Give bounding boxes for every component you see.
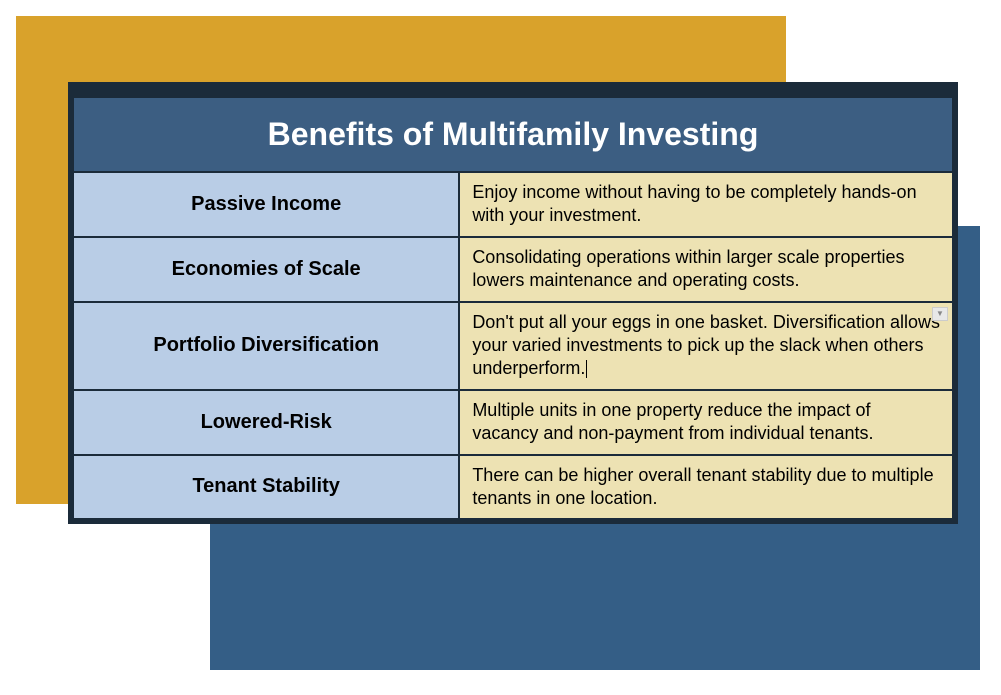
benefit-label: Portfolio Diversification — [153, 334, 379, 357]
table-title-row: Benefits of Multifamily Investing — [72, 96, 954, 171]
table-row: Tenant Stability There can be higher over… — [72, 454, 954, 521]
benefits-table: Benefits of Multifamily Investing Passiv… — [72, 86, 954, 520]
benefit-label-cell: Passive Income — [74, 173, 460, 236]
table-row: Passive Income Enjoy income without havin… — [72, 171, 954, 236]
table-title: Benefits of Multifamily Investing — [84, 116, 942, 153]
benefit-description-cell: Multiple units in one property reduce th… — [460, 391, 952, 454]
benefit-description-cell: Consolidating operations within larger s… — [460, 238, 952, 301]
table-top-bar — [72, 86, 954, 96]
benefit-label: Economies of Scale — [172, 258, 361, 281]
benefits-table-container: Benefits of Multifamily Investing Passiv… — [68, 82, 958, 524]
benefit-label: Tenant Stability — [192, 475, 339, 498]
benefit-description-cell[interactable]: Don't put all your eggs in one basket. D… — [460, 303, 952, 389]
benefit-label: Lowered-Risk — [201, 411, 332, 434]
table-row: Economies of Scale Consolidating operatio… — [72, 236, 954, 301]
benefit-description: Consolidating operations within larger s… — [472, 246, 940, 293]
benefit-description-cell: There can be higher overall tenant stabi… — [460, 456, 952, 519]
benefit-label-cell: Portfolio Diversification — [74, 303, 460, 389]
table-row: Lowered-Risk Multiple units in one proper… — [72, 389, 954, 454]
benefit-label-cell: Economies of Scale — [74, 238, 460, 301]
benefit-label-cell: Tenant Stability — [74, 456, 460, 519]
table-row: Portfolio Diversification Don't put all y… — [72, 301, 954, 389]
benefit-description: Enjoy income without having to be comple… — [472, 181, 940, 228]
benefit-description: Multiple units in one property reduce th… — [472, 399, 940, 446]
benefit-description-cell: Enjoy income without having to be comple… — [460, 173, 952, 236]
benefit-description: There can be higher overall tenant stabi… — [472, 464, 940, 511]
benefit-label-cell: Lowered-Risk — [74, 391, 460, 454]
chevron-down-icon[interactable]: ▼ — [932, 307, 948, 321]
benefit-description: Don't put all your eggs in one basket. D… — [472, 311, 940, 381]
benefit-label: Passive Income — [191, 193, 341, 216]
